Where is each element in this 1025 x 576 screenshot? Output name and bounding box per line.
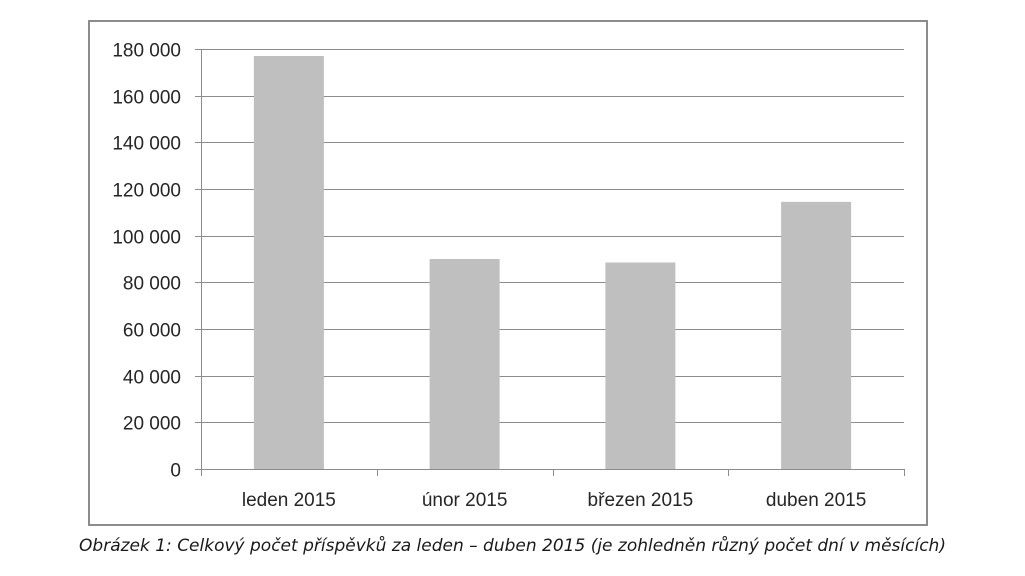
bar: [253, 56, 324, 469]
bar: [605, 262, 676, 469]
y-tick-labels: 0 20 000 40 000 60 000 80 000 100 000 120 000 1…: [112, 41, 181, 482]
y-tick-label: 180 000: [112, 41, 181, 62]
y-tick-label: 140 000: [112, 134, 181, 155]
x-tick-label: únor 2015: [422, 490, 508, 511]
y-tick-label: 40 000: [123, 368, 181, 389]
y-tick-label: 80 000: [123, 274, 181, 295]
bar: [781, 201, 852, 470]
x-tick-labels: leden 2015 únor 2015 březen 2015 duben 2015: [242, 490, 866, 511]
bar: [429, 259, 500, 469]
bars: [253, 56, 852, 470]
figure-caption: Obrázek 1: Celkový počet příspěvků za le…: [79, 536, 946, 556]
x-tick-label: duben 2015: [766, 490, 866, 511]
y-tick-label: 0: [170, 461, 181, 482]
y-tick-label: 120 000: [112, 181, 181, 202]
y-tick-label: 20 000: [123, 414, 181, 435]
y-tick-label: 160 000: [112, 88, 181, 109]
y-tick-label: 100 000: [112, 228, 181, 249]
axes: [195, 49, 905, 476]
x-tick-label: březen 2015: [588, 490, 694, 511]
y-tick-label: 60 000: [123, 321, 181, 342]
x-tick-label: leden 2015: [242, 490, 336, 511]
